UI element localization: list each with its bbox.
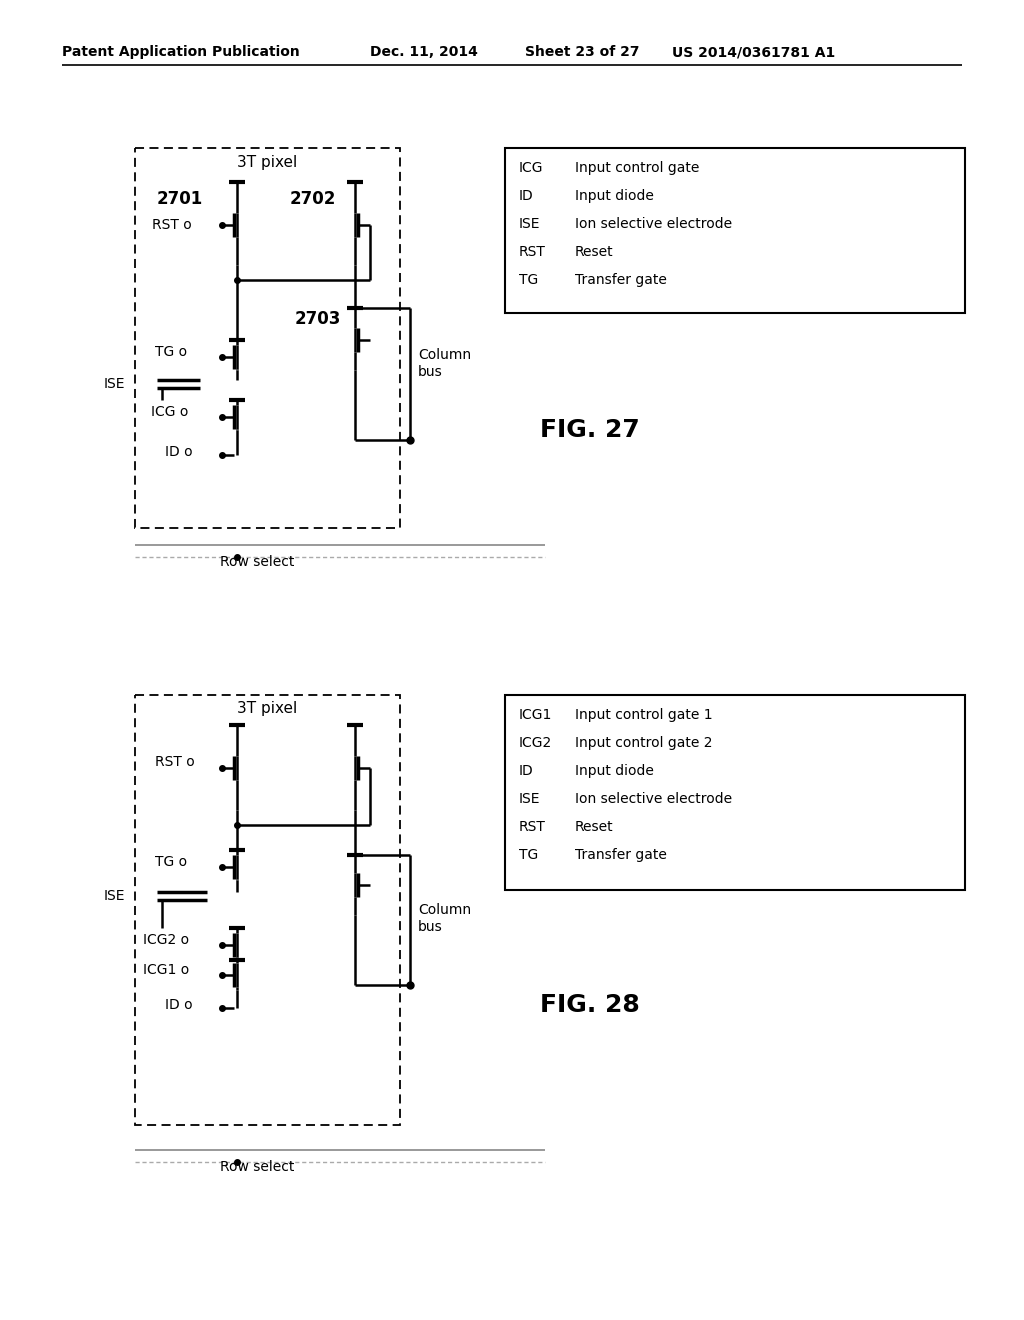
Bar — [135, 696, 400, 1125]
Text: Ion selective electrode: Ion selective electrode — [575, 216, 732, 231]
Text: TG: TG — [519, 273, 539, 286]
Bar — [135, 148, 400, 528]
Text: ICG o: ICG o — [151, 405, 188, 418]
Text: FIG. 27: FIG. 27 — [540, 418, 640, 442]
Text: bus: bus — [418, 920, 442, 935]
Text: 3T pixel: 3T pixel — [237, 154, 297, 169]
Bar — [505, 696, 965, 890]
Text: RST o: RST o — [152, 218, 191, 232]
Text: TG o: TG o — [155, 855, 187, 869]
Text: ICG2: ICG2 — [519, 737, 552, 750]
Text: ID o: ID o — [165, 445, 193, 459]
Text: Dec. 11, 2014: Dec. 11, 2014 — [370, 45, 478, 59]
Text: Reset: Reset — [575, 246, 613, 259]
Text: RST o: RST o — [155, 755, 195, 770]
Text: TG o: TG o — [155, 345, 187, 359]
Text: Ion selective electrode: Ion selective electrode — [575, 792, 732, 807]
Text: Transfer gate: Transfer gate — [575, 847, 667, 862]
Text: ICG1: ICG1 — [519, 708, 552, 722]
Text: Input control gate 2: Input control gate 2 — [575, 737, 713, 750]
Text: Reset: Reset — [575, 820, 613, 834]
Text: ICG2 o: ICG2 o — [143, 933, 189, 946]
Text: ISE: ISE — [103, 888, 125, 903]
Text: FIG. 28: FIG. 28 — [540, 993, 640, 1016]
Text: ICG: ICG — [519, 161, 544, 176]
Text: bus: bus — [418, 366, 442, 379]
Text: ID: ID — [519, 764, 534, 777]
Bar — [505, 148, 965, 313]
Text: 3T pixel: 3T pixel — [237, 701, 297, 717]
Text: ID: ID — [519, 189, 534, 203]
Text: US 2014/0361781 A1: US 2014/0361781 A1 — [672, 45, 836, 59]
Text: RST: RST — [519, 820, 546, 834]
Text: RST: RST — [519, 246, 546, 259]
Text: 2701: 2701 — [157, 190, 203, 209]
Text: ISE: ISE — [519, 792, 541, 807]
Text: Input control gate: Input control gate — [575, 161, 699, 176]
Text: Column: Column — [418, 348, 471, 362]
Text: Column: Column — [418, 903, 471, 917]
Text: Input diode: Input diode — [575, 764, 654, 777]
Text: ISE: ISE — [103, 378, 125, 391]
Text: 2703: 2703 — [295, 310, 341, 327]
Text: ID o: ID o — [165, 998, 193, 1012]
Text: Input diode: Input diode — [575, 189, 654, 203]
Text: Input control gate 1: Input control gate 1 — [575, 708, 713, 722]
Text: Sheet 23 of 27: Sheet 23 of 27 — [525, 45, 640, 59]
Text: ISE: ISE — [519, 216, 541, 231]
Text: Row select: Row select — [220, 1160, 294, 1173]
Text: TG: TG — [519, 847, 539, 862]
Text: 2702: 2702 — [290, 190, 336, 209]
Text: ICG1 o: ICG1 o — [143, 964, 189, 977]
Text: Transfer gate: Transfer gate — [575, 273, 667, 286]
Text: Row select: Row select — [220, 554, 294, 569]
Text: Patent Application Publication: Patent Application Publication — [62, 45, 300, 59]
